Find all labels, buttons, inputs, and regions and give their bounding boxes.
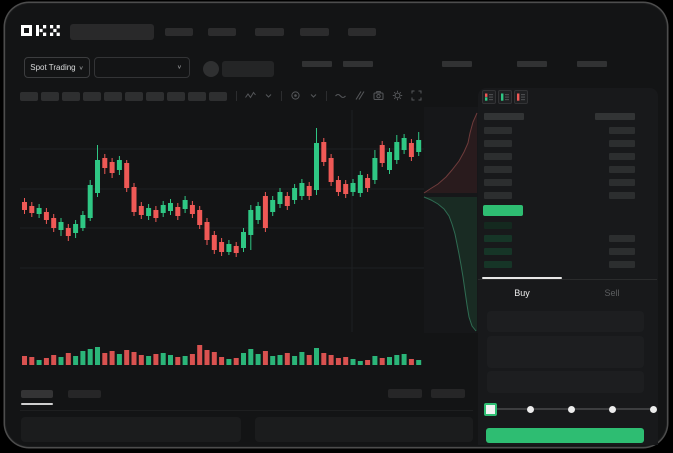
orderbook-row-bar[interactable] (609, 192, 635, 199)
chevron-down-icon: ∨ (176, 64, 182, 71)
orderbook-row-bar[interactable] (484, 179, 512, 186)
orderbook-row-bar[interactable] (484, 248, 512, 255)
timeframe-button[interactable] (83, 92, 101, 101)
divider (281, 90, 282, 101)
bottom-tab-active[interactable] (21, 390, 53, 398)
orderbook-row-bar[interactable] (609, 140, 635, 147)
slider-stop-dot[interactable] (608, 406, 616, 413)
orderbook-row-bar[interactable] (609, 248, 635, 255)
price-field[interactable] (487, 311, 644, 332)
orderbook-row-bar[interactable] (484, 153, 512, 160)
orderbook-row-bar[interactable] (484, 261, 512, 268)
total-field[interactable] (487, 371, 644, 393)
buy-submit-button[interactable] (486, 428, 644, 443)
orderbook-row-bar[interactable] (609, 153, 635, 160)
timeframe-button[interactable] (41, 92, 59, 101)
divider (20, 410, 473, 411)
market-type-selector[interactable]: Spot Trading ∨ (24, 57, 90, 78)
active-tab-indicator (482, 277, 562, 279)
orderbook-price-header (484, 113, 524, 120)
okx-logo[interactable] (21, 24, 65, 37)
divider (478, 279, 657, 280)
snapshot-icon[interactable] (373, 90, 384, 101)
indicators-icon[interactable] (290, 90, 301, 101)
timeframe-button[interactable] (188, 92, 206, 101)
orderbook-row-bar[interactable] (484, 140, 512, 147)
chevron-down-icon: ∨ (78, 65, 84, 71)
fullscreen-icon[interactable] (411, 90, 422, 101)
coin-icon (203, 61, 219, 77)
pair-selector-dropdown[interactable]: ∨ (94, 57, 190, 78)
nav-item-placeholder[interactable] (165, 28, 193, 36)
tab-sell[interactable]: Sell (604, 288, 620, 298)
orderbook-row-bar[interactable] (609, 127, 635, 134)
nav-item-placeholder[interactable] (208, 28, 236, 36)
pair-name-placeholder (222, 61, 274, 77)
market-type-label: Spot Trading (30, 63, 76, 72)
orderbook-view-asks-icon[interactable] (514, 90, 528, 104)
timeframe-button[interactable] (104, 92, 122, 101)
timeframe-button[interactable] (209, 92, 227, 101)
orders-panel-placeholder (21, 417, 241, 442)
slider-stop-dot[interactable] (526, 406, 534, 413)
active-tab-indicator (21, 403, 53, 405)
history-panel-placeholder (255, 417, 473, 442)
orderbook-last-price[interactable] (483, 205, 523, 216)
search-input[interactable] (70, 24, 154, 40)
slider-stop-dot[interactable] (649, 406, 657, 413)
slider-handle[interactable] (484, 403, 497, 416)
compare-icon[interactable] (335, 90, 346, 101)
slider-stop-dot[interactable] (567, 406, 575, 413)
tab-buy[interactable]: Buy (514, 288, 530, 298)
bottom-action-button[interactable] (431, 389, 465, 398)
orderbook-size-header (595, 113, 635, 120)
orderbook-row-bar[interactable] (609, 235, 635, 242)
nav-item-placeholder[interactable] (255, 28, 284, 36)
bottom-tab[interactable] (68, 390, 101, 398)
orderbook-view-bids-icon[interactable] (498, 90, 512, 104)
timeframe-button[interactable] (167, 92, 185, 101)
timeframe-button[interactable] (125, 92, 143, 101)
timeframe-button[interactable] (146, 92, 164, 101)
orderbook-row-bar[interactable] (484, 192, 512, 199)
chart-toolbar-icons (236, 90, 422, 101)
orderbook-row-bar[interactable] (609, 166, 635, 173)
timeframe-button[interactable] (20, 92, 38, 101)
orderbook-row-bar[interactable] (484, 222, 512, 229)
line-style-icon[interactable] (245, 90, 256, 101)
orderbook-row-bar[interactable] (609, 261, 635, 268)
orderbook-row-bar[interactable] (484, 127, 512, 134)
bottom-action-button[interactable] (388, 389, 422, 398)
orderbook-view-combined-icon[interactable] (482, 90, 496, 104)
chevron-down-icon[interactable] (309, 91, 318, 100)
orderbook-row-bar[interactable] (484, 235, 512, 242)
settings-icon[interactable] (392, 90, 403, 101)
divider (326, 90, 327, 101)
amount-field[interactable] (487, 336, 644, 368)
nav-item-placeholder[interactable] (300, 28, 329, 36)
orderbook-row-bar[interactable] (609, 179, 635, 186)
chevron-down-icon[interactable] (264, 91, 273, 100)
divider (236, 90, 237, 101)
draw-icon[interactable] (354, 90, 365, 101)
timeframe-button[interactable] (62, 92, 80, 101)
orderbook-row-bar[interactable] (484, 166, 512, 173)
nav-item-placeholder[interactable] (348, 28, 376, 36)
